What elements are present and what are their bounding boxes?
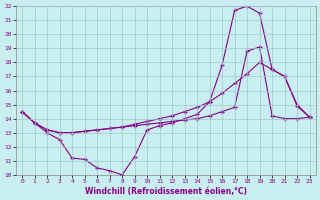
- X-axis label: Windchill (Refroidissement éolien,°C): Windchill (Refroidissement éolien,°C): [85, 187, 247, 196]
